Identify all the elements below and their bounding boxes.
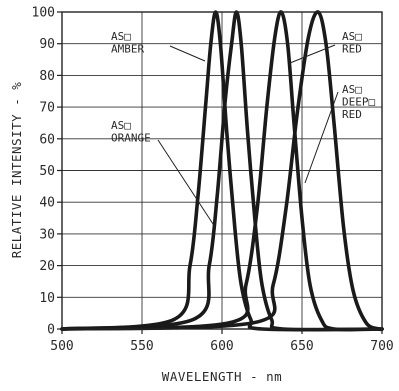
x-axis-tick-labels: 500 550 600 650 700	[50, 339, 393, 354]
curve-orange	[60, 10, 384, 332]
x-tick-label-500: 500	[50, 339, 73, 354]
leader-orange	[157, 139, 216, 228]
curve-deep-red	[60, 10, 384, 332]
x-tick-label-600: 600	[210, 339, 233, 354]
callout-orange: AS□ ORANGE	[111, 119, 151, 145]
callout-red-line-1: AS□	[342, 30, 362, 43]
y-tick-label-30: 30	[39, 227, 55, 242]
callout-orange-line-1: AS□	[111, 119, 131, 132]
callout-deep-red: AS□ DEEP□ RED	[342, 83, 375, 121]
y-tick-label-20: 20	[39, 259, 55, 274]
callout-red: AS□ RED	[342, 30, 362, 56]
x-tick-label-650: 650	[290, 339, 313, 354]
axis-ticks	[57, 11, 383, 334]
y-tick-label-0: 0	[47, 323, 55, 338]
callout-amber-line-1: AS□	[111, 30, 131, 43]
callout-deep-red-line-3: RED	[342, 108, 362, 121]
y-tick-label-60: 60	[39, 132, 55, 147]
callout-amber-line-2: AMBER	[111, 43, 144, 56]
y-axis-tick-labels: 0 10 20 30 40 50 60 70 80 90 100	[32, 6, 55, 338]
callout-red-line-2: RED	[342, 43, 362, 56]
leader-deep-red	[304, 91, 339, 184]
y-tick-label-10: 10	[39, 291, 55, 306]
x-tick-label-700: 700	[370, 339, 393, 354]
y-tick-label-40: 40	[39, 196, 55, 211]
callout-orange-line-2: ORANGE	[111, 132, 151, 145]
callout-amber: AS□ AMBER	[111, 30, 144, 56]
y-tick-label-50: 50	[39, 164, 55, 179]
y-axis-title: RELATIVE INTENSITY - %	[9, 82, 24, 259]
leader-amber	[169, 45, 206, 62]
y-tick-label-90: 90	[39, 37, 55, 52]
callout-deep-red-line-1: AS□	[342, 83, 362, 96]
leader-red	[289, 44, 336, 64]
callout-leaders	[157, 44, 339, 228]
x-tick-label-550: 550	[130, 339, 153, 354]
callout-deep-red-line-2: DEEP□	[342, 96, 375, 109]
y-tick-label-70: 70	[39, 101, 55, 116]
x-axis-title: WAVELENGTH - nm	[162, 369, 282, 384]
y-tick-label-80: 80	[39, 69, 55, 84]
y-tick-label-100: 100	[32, 6, 55, 21]
